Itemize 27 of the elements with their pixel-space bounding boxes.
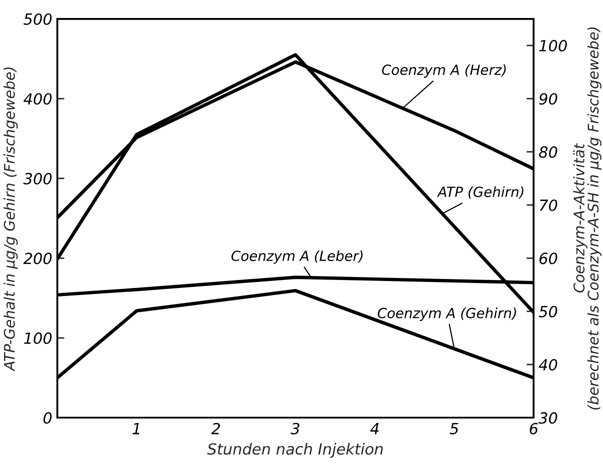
y-tick-label: 400 [24,93,52,105]
x-tick-label: 2 [211,422,220,434]
x-tick-label: 6 [530,422,538,434]
y2-tick-label: 90 [539,93,558,105]
series-label: ATP (Gehirn) [436,186,524,199]
y2-tick-label: 70 [540,199,558,212]
y-tick-label: 500 [24,13,52,25]
y-axis-title: ATP-Gehalt in µg/g Gehirn (Frischgewebe) [4,67,18,372]
y2-tick-label: 60 [539,252,558,264]
y-tick-label: 200 [23,252,52,264]
x-tick-label: 5 [450,423,458,434]
y2-axis-title: Coenzym-A-Aktivität (berechnet als Coenzym-A-SH in µg/g Frischgewebe) [573,27,602,410]
y2-tick-label: 100 [539,40,567,52]
series-label: Coenzym A (Herz) [382,64,506,78]
y-tick-label: 100 [24,332,52,344]
series-label: Coenzym A (Gehirn) [378,308,516,321]
series-label: Coenzym A (Leber) [231,250,363,264]
y-tick-label: 0 [43,412,52,424]
x-tick-label: 4 [370,423,379,434]
y2-tick-label: 80 [539,146,558,158]
y2-tick-label: 30 [538,412,558,424]
x-axis-title: Stunden nach Injektion [207,442,383,458]
x-tick-label: 3 [290,422,300,434]
x-tick-label: 1 [132,423,140,434]
y2-tick-label: 50 [538,306,558,318]
y-tick-label: 300 [23,172,52,184]
y2-tick-label: 40 [538,359,558,371]
